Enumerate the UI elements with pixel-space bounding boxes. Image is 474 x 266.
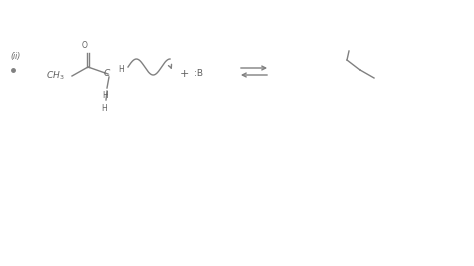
Text: $\mathit{CH}_3$: $\mathit{CH}_3$ (46, 70, 64, 82)
Text: O: O (82, 41, 88, 50)
Text: H: H (102, 91, 108, 100)
Text: H: H (118, 64, 124, 73)
Text: $\mathit{C}$: $\mathit{C}$ (103, 68, 111, 78)
Text: :B: :B (194, 69, 203, 77)
Text: H: H (101, 104, 107, 113)
Text: +: + (180, 69, 190, 79)
Text: (ii): (ii) (10, 52, 20, 61)
